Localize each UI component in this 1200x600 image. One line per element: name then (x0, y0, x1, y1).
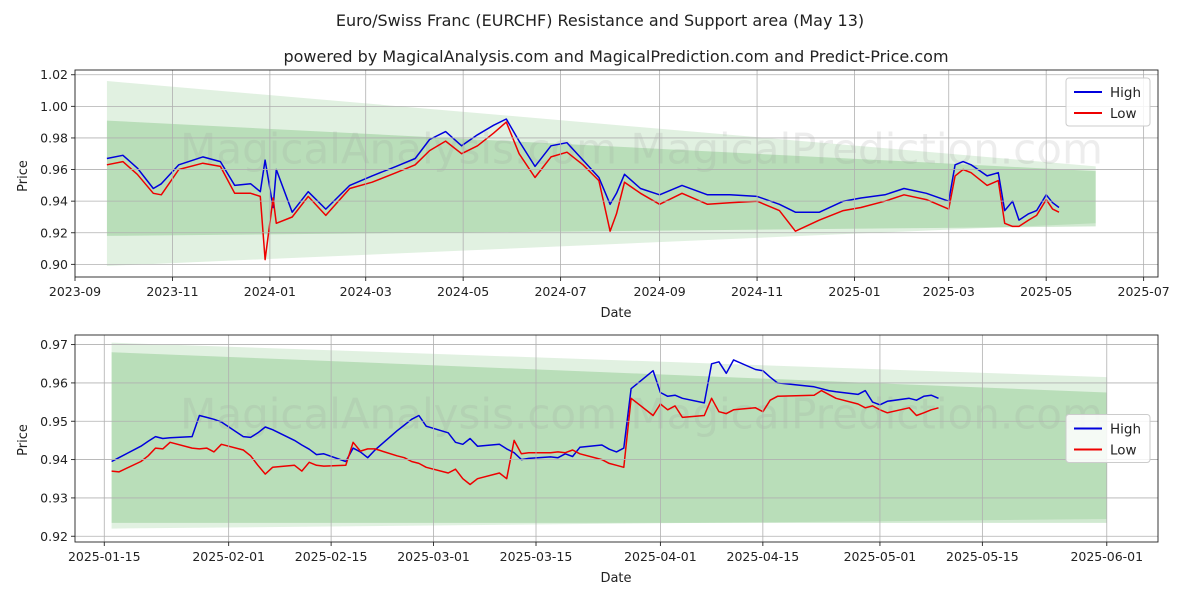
chart-subtitle: powered by MagicalAnalysis.com and Magic… (283, 47, 948, 66)
bottom-y-tick-label: 0.94 (40, 452, 68, 467)
bottom-x-tick-label: 2025-01-15 (68, 549, 141, 564)
bottom-x-tick-label: 2025-02-01 (192, 549, 265, 564)
top-panel: Date Price MagicalAnalysis.com MagicalPr… (16, 67, 1170, 321)
top-y-tick-label: 0.94 (40, 194, 68, 209)
top-x-tick-label: 2025-07 (1118, 284, 1170, 299)
chart-title: Euro/Swiss Franc (EURCHF) Resistance and… (336, 11, 864, 30)
top-y-tick-label: 0.90 (40, 257, 68, 272)
top-x-tick-label: 2023-11 (146, 284, 198, 299)
bottom-y-tick-label: 0.93 (40, 490, 68, 505)
bottom-panel: Date Price MagicalAnalysis.com MagicalPr… (16, 334, 1159, 586)
top-x-tick-label: 2024-03 (340, 284, 392, 299)
bottom-x-tick-label: 2025-04-15 (727, 549, 800, 564)
bottom-grid (75, 335, 1158, 542)
bottom-y-tick-label: 0.97 (40, 337, 68, 352)
bottom-x-tick-label: 2025-04-01 (624, 549, 697, 564)
top-x-tick-label: 2025-03 (923, 284, 975, 299)
top-axes-frame (74, 69, 1159, 278)
top-y-axis-label: Price (16, 160, 31, 192)
bottom-legend: High Low (1065, 414, 1151, 463)
bottom-outer-band (111, 342, 1107, 529)
top-x-tick-label: 2024-09 (634, 284, 686, 299)
top-outer-band (106, 81, 1096, 266)
top-x-tick-label: 2024-05 (437, 284, 489, 299)
top-x-tick-label: 2024-01 (244, 284, 296, 299)
bottom-x-tick-label: 2025-05-15 (946, 549, 1019, 564)
top-x-tick-label: 2023-09 (49, 284, 101, 299)
bottom-x-tick-label: 2025-02-15 (295, 549, 368, 564)
bottom-y-tick-label: 0.92 (40, 529, 68, 544)
bottom-y-axis-label: Price (16, 424, 31, 456)
bottom-x-tick-label: 2025-03-01 (397, 549, 470, 564)
bottom-watermark-upper: MagicalAnalysis.com MagicalPrediction.co… (180, 390, 1103, 439)
bottom-x-tick-label: 2025-05-01 (844, 549, 917, 564)
bottom-legend-label-high: High (1110, 422, 1141, 438)
top-x-axis-label: Date (600, 306, 631, 321)
top-y-tick-label: 1.00 (40, 99, 68, 114)
top-legend-label-high: High (1110, 85, 1141, 101)
top-x-tick-label: 2024-07 (534, 284, 586, 299)
bottom-x-tick-label: 2025-03-15 (500, 549, 573, 564)
top-legend-label-low: Low (1110, 106, 1137, 122)
top-watermark-upper: MagicalAnalysis.com MagicalPrediction.co… (180, 125, 1103, 174)
top-series-low-line (106, 121, 1060, 261)
top-y-tick-label: 1.02 (40, 67, 68, 82)
bottom-x-tick-label: 2025-06-01 (1070, 549, 1143, 564)
bottom-legend-label-low: Low (1110, 443, 1137, 459)
top-series-high-line (106, 118, 1060, 221)
top-y-tick-label: 0.98 (40, 130, 68, 145)
top-grid (74, 70, 1158, 277)
bottom-plot-area: MagicalAnalysis.com MagicalPrediction.co… (111, 342, 1107, 529)
top-x-tick-label: 2025-05 (1020, 284, 1072, 299)
bottom-series-low-line (111, 389, 939, 486)
top-y-tick-label: 0.96 (40, 162, 68, 177)
top-legend: High Low (1065, 77, 1151, 127)
top-x-tick-label: 2025-01 (828, 284, 880, 299)
bottom-y-tick-label: 0.96 (40, 375, 68, 390)
top-x-tick-label: 2024-11 (731, 284, 783, 299)
top-y-tick-label: 0.92 (40, 225, 68, 240)
bottom-series-high-line (111, 359, 939, 463)
bottom-y-tick-label: 0.95 (40, 414, 68, 429)
bottom-axes-frame (74, 334, 1159, 543)
bottom-x-axis-label: Date (600, 571, 631, 586)
top-inner-band (106, 120, 1096, 236)
